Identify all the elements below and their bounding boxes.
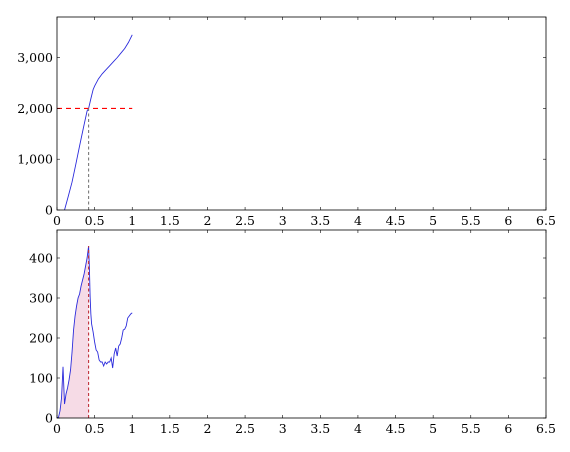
bottom-x-tick-label: 5 (429, 421, 437, 436)
bottom-y-tick-label: 200 (29, 331, 53, 346)
bottom-x-tick-label: 6 (504, 421, 512, 436)
top-plot-frame (56, 16, 547, 211)
bottom-plot-frame (56, 229, 547, 419)
top-x-tick-label: 5 (429, 213, 437, 228)
top-x-tick-label: 0.5 (85, 213, 105, 228)
bottom-y-tick-label: 0 (45, 411, 53, 426)
bottom-x-tick-label: 2.5 (235, 421, 255, 436)
bottom-x-tick-label: 1.5 (160, 421, 180, 436)
bottom-x-tick-label: 1 (128, 421, 136, 436)
bottom-x-tick-label: 0.5 (85, 421, 105, 436)
bottom-x-tick-label: 4.5 (386, 421, 406, 436)
top-y-tick-label: 2,000 (17, 101, 53, 116)
top-chart-panel: 0 0.5 1 1.5 2 2.5 3 3.5 4 4.5 5 5.5 6 6.5 0 1,000 2,000 3… (17, 16, 556, 228)
top-x-tick-label: 6 (504, 213, 512, 228)
bottom-chart-panel: 0 0.5 1 1.5 2 2.5 3 3.5 4 4.5 5 5.5 6 6.5 0 100 200 300 40… (29, 229, 556, 436)
top-x-tick-label: 1.5 (160, 213, 180, 228)
bottom-x-tick-label: 5.5 (461, 421, 481, 436)
bottom-x-tick-label: 6.5 (536, 421, 556, 436)
top-x-tick-label: 2 (203, 213, 211, 228)
bottom-x-tick-label: 4 (354, 421, 362, 436)
bottom-x-tick-label: 3.5 (310, 421, 330, 436)
top-x-tick-label: 4 (354, 213, 362, 228)
bottom-y-tick-label: 100 (29, 371, 53, 386)
bottom-x-tick-label: 2 (203, 421, 211, 436)
top-x-tick-label: 2.5 (235, 213, 255, 228)
bottom-series-line-0 (56, 245, 133, 419)
bottom-x-tick-label: 0 (53, 421, 61, 436)
top-y-tick-label: 1,000 (17, 152, 53, 167)
bottom-y-tick-label: 300 (29, 291, 53, 306)
bottom-y-tick-label: 400 (29, 251, 53, 266)
top-y-tick-label: 3,000 (17, 50, 53, 65)
top-x-tick-label: 6.5 (536, 213, 556, 228)
top-y-tick-label: 0 (45, 203, 53, 218)
top-x-tick-label: 3.5 (310, 213, 330, 228)
top-x-tick-label: 0 (53, 213, 61, 228)
top-x-tick-label: 1 (128, 213, 136, 228)
bottom-x-tick-label: 3 (279, 421, 287, 436)
top-x-tick-label: 3 (279, 213, 287, 228)
top-x-tick-label: 5.5 (461, 213, 481, 228)
top-series-line-0 (64, 34, 133, 211)
top-x-tick-label: 4.5 (386, 213, 406, 228)
